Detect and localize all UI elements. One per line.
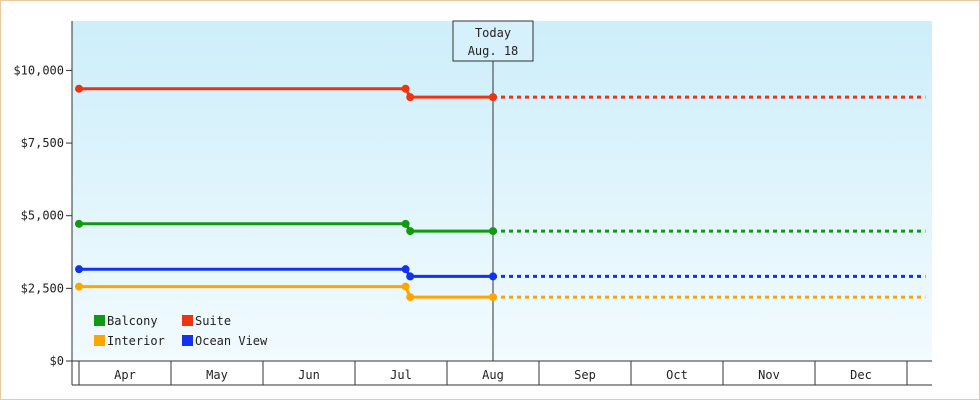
legend-swatch-balcony	[94, 315, 105, 326]
today-label: Today	[475, 26, 511, 40]
legend-swatch-interior	[94, 335, 105, 346]
series-point-suite-3	[489, 93, 497, 102]
y-tick-label-0: $0	[50, 354, 64, 368]
series-point-balcony-2	[406, 227, 415, 236]
series-point-interior-1	[401, 282, 410, 291]
series-point-ocean-view-0	[75, 265, 83, 274]
legend-label-balcony: Balcony	[107, 314, 158, 328]
plot-area	[72, 21, 932, 361]
series-point-ocean-view-3	[489, 272, 497, 281]
x-tick-label-oct: Oct	[666, 368, 688, 382]
legend-swatch-suite	[182, 315, 193, 326]
x-tick-label-dec: Dec	[850, 368, 872, 382]
legend-label-interior: Interior	[107, 334, 165, 348]
y-tick-label-3: $7,500	[21, 136, 64, 150]
legend-label-suite: Suite	[195, 314, 231, 328]
x-tick-label-jun: Jun	[298, 368, 320, 382]
series-point-suite-2	[406, 93, 415, 102]
x-tick-label-aug: Aug	[482, 368, 504, 382]
series-point-balcony-1	[401, 219, 410, 228]
x-tick-label-apr: Apr	[114, 368, 136, 382]
series-line-interior	[79, 285, 493, 299]
y-tick-label-4: $10,000	[13, 63, 64, 77]
y-tick-label-2: $5,000	[21, 209, 64, 223]
series-point-interior-2	[406, 293, 415, 302]
x-tick-label-sep: Sep	[574, 368, 596, 382]
x-tick-label-may: May	[206, 368, 228, 382]
series-line-balcony	[79, 222, 493, 233]
today-box	[452, 20, 534, 62]
series-line-suite	[79, 87, 493, 99]
series-point-ocean-view-1	[401, 265, 410, 274]
series-point-suite-1	[401, 84, 410, 93]
series-point-balcony-3	[489, 227, 497, 236]
series-point-interior-0	[75, 282, 83, 291]
series-point-balcony-0	[75, 219, 83, 228]
series-point-interior-3	[489, 293, 497, 302]
series-point-suite-0	[75, 84, 83, 93]
series-point-ocean-view-2	[406, 272, 415, 281]
x-tick-label-jul: Jul	[390, 368, 412, 382]
legend-swatch-ocean-view	[182, 335, 193, 346]
legend-label-ocean-view: Ocean View	[195, 334, 268, 348]
y-tick-label-1: $2,500	[21, 281, 64, 295]
series-line-ocean-view	[79, 267, 493, 278]
x-tick-label-nov: Nov	[758, 368, 780, 382]
today-date: Aug. 18	[468, 44, 519, 58]
